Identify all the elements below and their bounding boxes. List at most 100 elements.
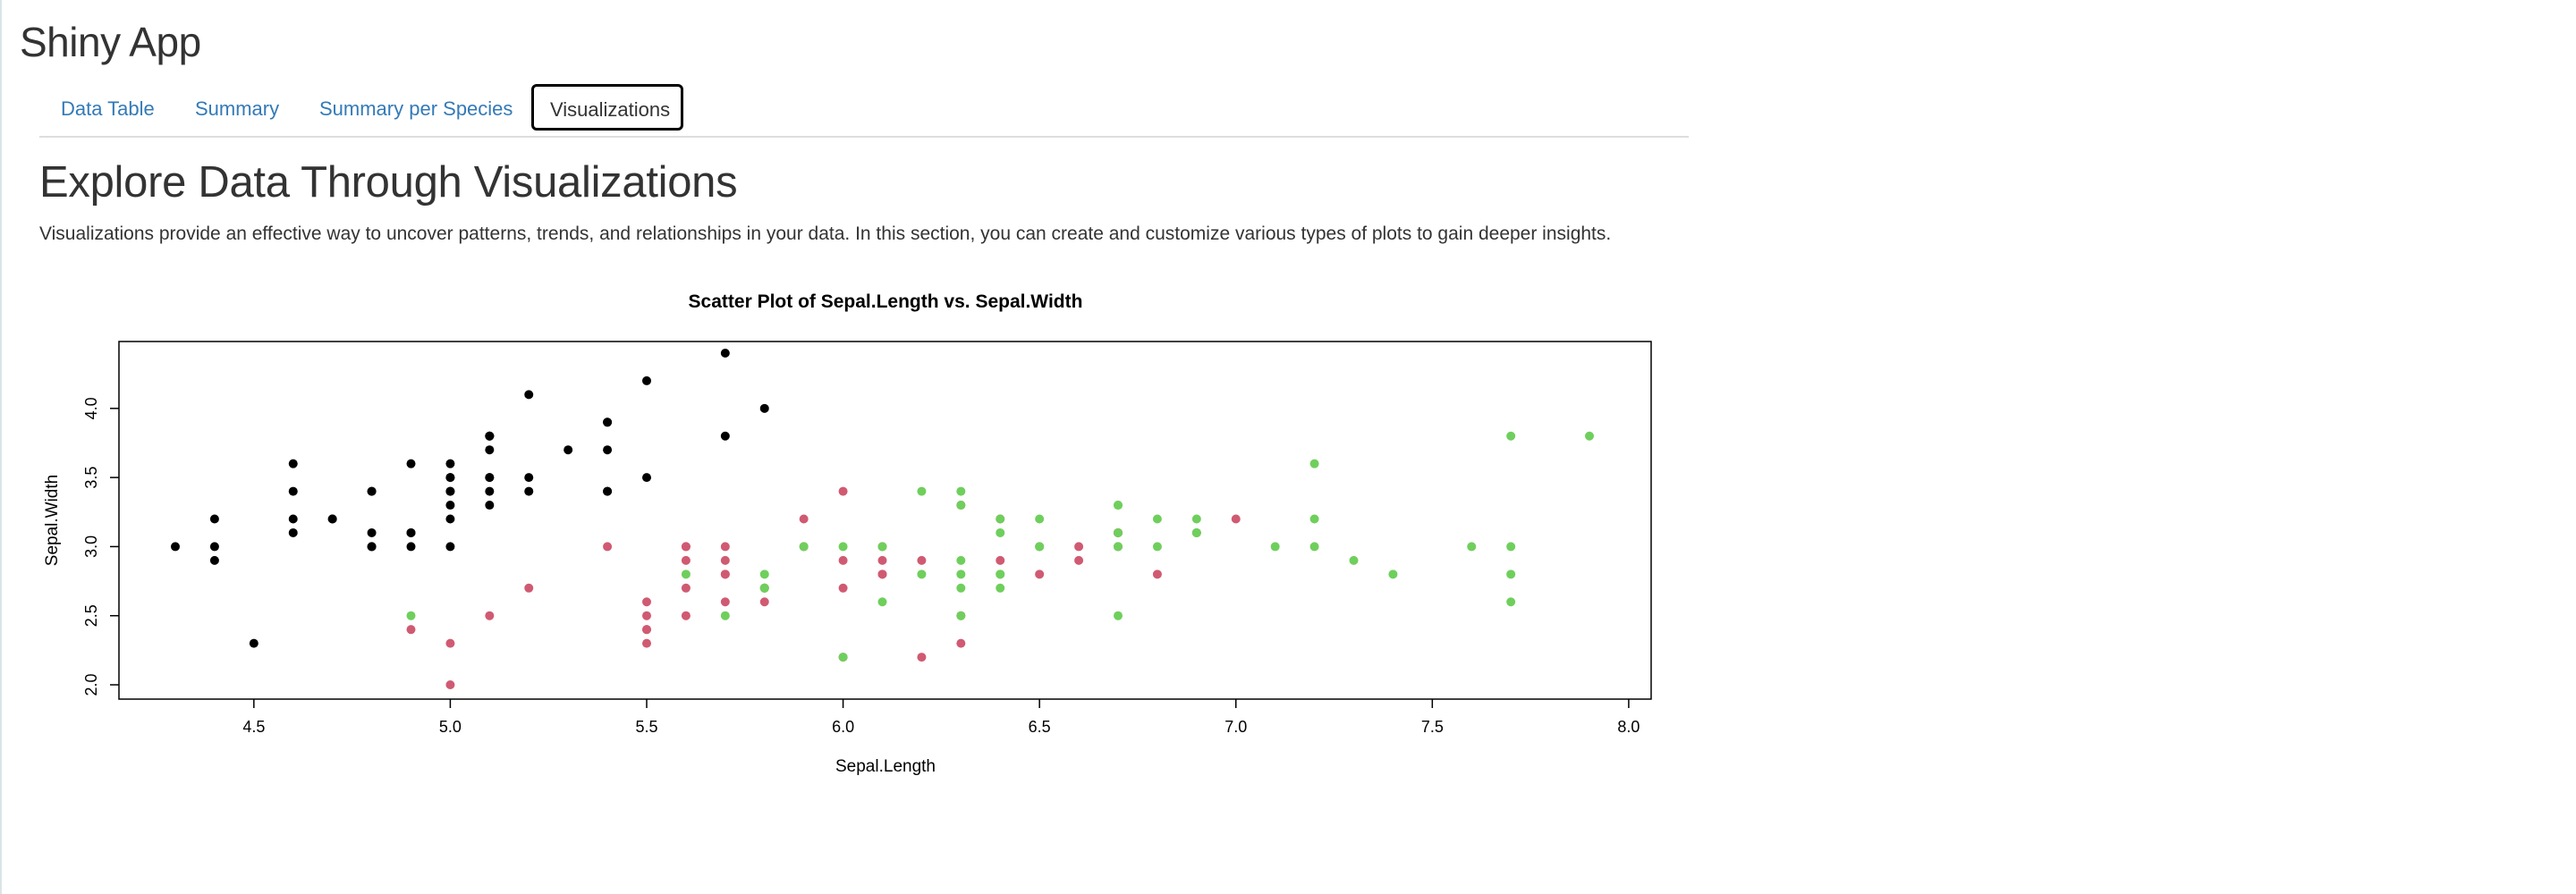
x-tick-label: 8.0	[1617, 718, 1640, 736]
data-point	[406, 527, 416, 537]
x-tick-label: 6.5	[1029, 718, 1051, 736]
data-point	[838, 555, 848, 565]
x-tick-label: 5.5	[635, 718, 657, 736]
tab-data-table[interactable]: Data Table	[61, 97, 155, 120]
data-point	[445, 514, 455, 524]
data-point	[838, 653, 848, 662]
data-point	[1349, 555, 1359, 565]
data-point	[759, 597, 769, 607]
data-point	[603, 445, 613, 455]
data-point	[445, 459, 455, 468]
y-tick-label: 3.0	[82, 536, 100, 558]
data-point	[917, 486, 927, 496]
data-point	[209, 555, 219, 565]
data-point	[1035, 569, 1045, 579]
data-point	[996, 514, 1005, 524]
data-point	[485, 501, 495, 510]
data-point	[917, 555, 927, 565]
data-point	[288, 514, 298, 524]
x-tick-label: 6.0	[832, 718, 854, 736]
data-point	[445, 501, 455, 510]
data-point	[1506, 569, 1516, 579]
tab-summary-per-species[interactable]: Summary per Species	[319, 97, 513, 120]
data-point	[642, 611, 651, 620]
data-point	[564, 445, 573, 455]
x-axis-label: Sepal.Length	[835, 757, 936, 776]
data-point	[956, 611, 966, 620]
data-point	[1114, 611, 1123, 620]
data-point	[996, 555, 1005, 565]
data-point	[720, 597, 730, 607]
data-point	[956, 569, 966, 579]
data-points	[171, 349, 1594, 689]
tab-summary[interactable]: Summary	[195, 97, 280, 120]
x-tick-label: 5.0	[439, 718, 462, 736]
data-point	[1152, 514, 1162, 524]
data-point	[288, 527, 298, 537]
data-point	[327, 514, 337, 524]
data-point	[209, 514, 219, 524]
tab-visualizations[interactable]: Visualizations	[531, 84, 683, 131]
data-point	[1035, 514, 1045, 524]
data-point	[759, 569, 769, 579]
data-point	[485, 445, 495, 455]
data-point	[720, 611, 730, 620]
data-point	[877, 542, 887, 552]
data-point	[838, 583, 848, 593]
data-point	[1152, 569, 1162, 579]
data-point	[445, 638, 455, 648]
data-point	[642, 375, 651, 385]
data-point	[1309, 459, 1319, 468]
data-point	[603, 542, 613, 552]
data-point	[799, 542, 809, 552]
data-point	[642, 638, 651, 648]
data-point	[367, 486, 377, 496]
data-point	[485, 486, 495, 496]
data-point	[406, 625, 416, 635]
data-point	[288, 459, 298, 468]
data-point	[838, 542, 848, 552]
data-point	[524, 486, 534, 496]
data-point	[720, 431, 730, 441]
data-point	[996, 527, 1005, 537]
x-tick-label: 4.5	[242, 718, 265, 736]
data-point	[249, 638, 258, 648]
data-point	[1270, 542, 1280, 552]
data-point	[956, 501, 966, 510]
data-point	[406, 459, 416, 468]
data-point	[917, 569, 927, 579]
data-point	[956, 486, 966, 496]
data-point	[799, 514, 809, 524]
data-point	[877, 569, 887, 579]
section-description: Visualizations provide an effective way …	[39, 224, 1612, 244]
data-point	[603, 417, 613, 427]
data-point	[1074, 542, 1084, 552]
y-axis: 2.0 2.5 3.0 3.5 4.0	[82, 397, 119, 696]
data-point	[445, 486, 455, 496]
data-point	[1035, 542, 1045, 552]
data-point	[877, 597, 887, 607]
data-point	[1506, 597, 1516, 607]
data-point	[485, 473, 495, 483]
data-point	[956, 638, 966, 648]
data-point	[720, 555, 730, 565]
data-point	[1506, 431, 1516, 441]
x-tick-label: 7.0	[1224, 718, 1247, 736]
data-point	[445, 542, 455, 552]
data-point	[642, 597, 651, 607]
data-point	[1074, 555, 1084, 565]
data-point	[1467, 542, 1477, 552]
tab-bar: Data Table Summary Summary per Species V…	[39, 84, 1689, 138]
scatter-plot: Scatter Plot of Sepal.Length vs. Sepal.W…	[43, 291, 1652, 776]
app-title: Shiny App	[20, 19, 201, 65]
data-point	[917, 653, 927, 662]
window-left-border	[0, 0, 2, 894]
data-point	[485, 431, 495, 441]
data-point	[720, 349, 730, 358]
data-point	[956, 583, 966, 593]
data-point	[759, 403, 769, 413]
data-point	[406, 611, 416, 620]
data-point	[642, 473, 651, 483]
data-point	[681, 555, 691, 565]
data-point	[445, 473, 455, 483]
